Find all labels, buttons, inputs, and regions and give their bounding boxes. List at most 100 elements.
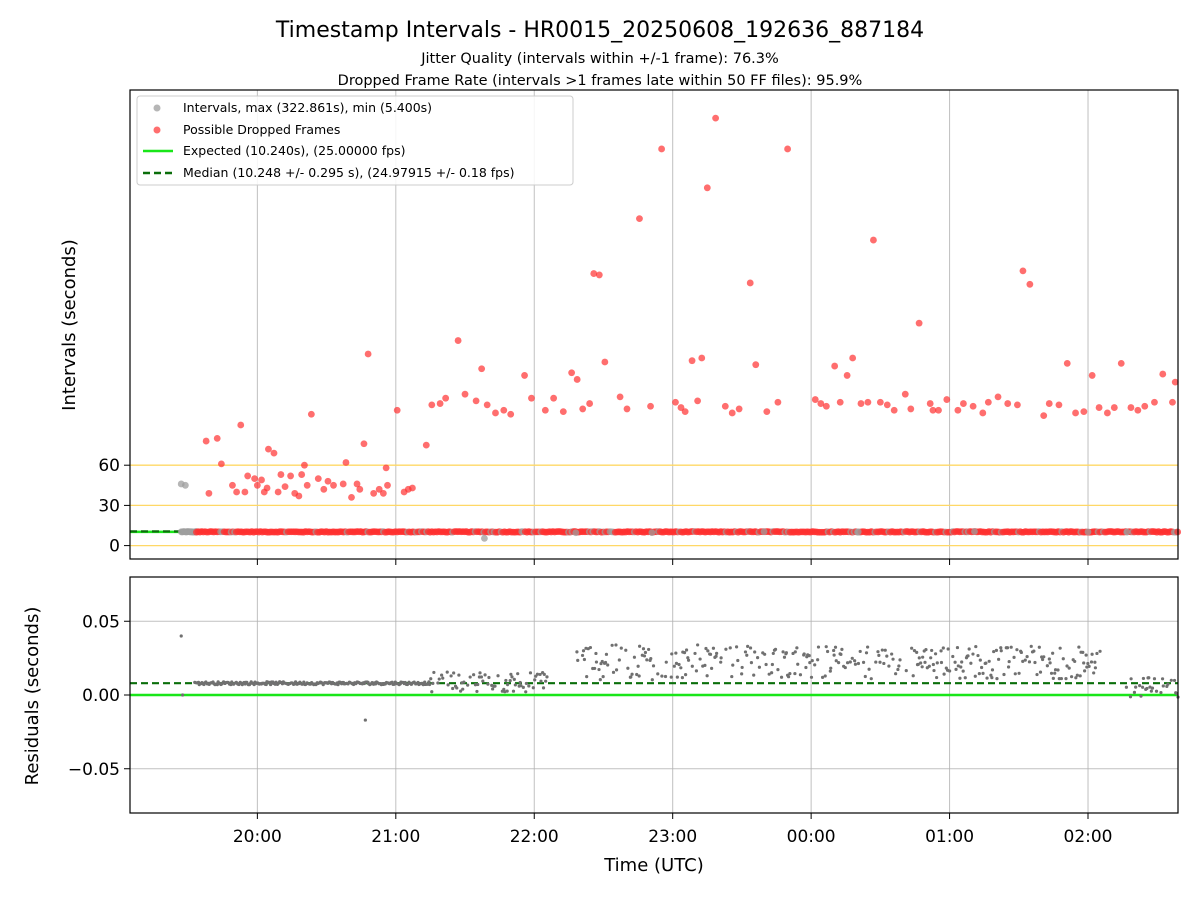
residual-point xyxy=(976,653,980,658)
residual-point xyxy=(1049,671,1054,675)
residual-point xyxy=(719,660,723,664)
residual-point xyxy=(674,651,678,655)
residual-point xyxy=(693,651,697,656)
x-tick-label: 02:00 xyxy=(1064,827,1113,847)
residual-point xyxy=(598,678,602,682)
residual-point xyxy=(504,678,508,683)
residual-point xyxy=(462,680,466,684)
dropped-frame-point xyxy=(849,354,857,362)
dropped-frame-point xyxy=(935,406,942,414)
dropped-frame-point xyxy=(601,358,609,366)
residual-point xyxy=(544,679,548,683)
residual-point xyxy=(1160,677,1165,681)
dropped-frame-point xyxy=(735,405,743,413)
residual-point xyxy=(600,659,604,664)
residual-point xyxy=(887,664,891,668)
dropped-frame-point xyxy=(492,409,499,417)
residual-point xyxy=(1013,672,1017,676)
residual-point xyxy=(690,664,694,668)
residual-point xyxy=(511,689,516,693)
residual-point xyxy=(264,682,268,687)
residual-point xyxy=(1035,672,1039,677)
residual-point xyxy=(833,645,838,649)
dropped-frame-point xyxy=(688,357,696,365)
dropped-frame-point xyxy=(265,445,272,453)
residual-point xyxy=(917,656,921,660)
residual-point xyxy=(1132,690,1137,694)
residual-point xyxy=(1048,661,1052,665)
residual-point xyxy=(990,668,995,672)
dropped-frame-point xyxy=(472,397,480,405)
residual-point xyxy=(593,666,597,671)
residual-point xyxy=(832,653,836,657)
residual-point xyxy=(528,671,533,675)
dropped-frame-point xyxy=(384,481,391,489)
residual-point xyxy=(848,660,852,664)
residual-point xyxy=(955,645,960,650)
residual-point xyxy=(649,656,653,661)
dropped-frame-point xyxy=(353,480,361,488)
dropped-frame-point xyxy=(831,362,839,370)
dropped-frame-point xyxy=(253,481,261,489)
dropped-frame-point xyxy=(1169,398,1176,406)
residual-point xyxy=(1019,650,1023,655)
legend-marker-dropped xyxy=(153,126,161,134)
residual-point xyxy=(1069,675,1074,679)
residual-point xyxy=(635,672,639,677)
residual-point xyxy=(921,655,925,659)
dropped-frame-point xyxy=(303,481,311,489)
residual-point xyxy=(880,648,884,652)
residual-point xyxy=(440,673,444,677)
residual-point xyxy=(1059,676,1063,681)
residual-point xyxy=(461,687,465,691)
residual-point xyxy=(771,651,775,656)
residual-point xyxy=(1012,655,1016,659)
residual-point xyxy=(606,663,610,667)
residual-point xyxy=(638,644,642,648)
dropped-frame-point xyxy=(1004,400,1012,407)
y-tick-label: 0.00 xyxy=(82,686,120,706)
residual-point xyxy=(990,675,994,680)
x-tick-label: 00:00 xyxy=(787,827,836,847)
residual-point xyxy=(601,675,605,679)
dropped-frame-point xyxy=(1103,409,1111,417)
residual-point xyxy=(980,665,984,670)
dropped-frame-point xyxy=(672,398,679,406)
residual-point xyxy=(597,667,601,672)
y-tick-label: 0.05 xyxy=(82,612,120,632)
residual-point xyxy=(475,689,479,694)
residual-point xyxy=(824,645,828,649)
interval-point xyxy=(760,528,768,536)
residual-point xyxy=(977,672,981,676)
residual-point xyxy=(1082,661,1086,665)
dropped-frame-point xyxy=(348,493,355,501)
residual-point xyxy=(877,653,881,657)
residual-point xyxy=(1081,650,1085,655)
residual-point xyxy=(614,668,619,672)
dropped-frame-point xyxy=(774,398,782,406)
dropped-frame-point xyxy=(339,480,347,488)
residual-point xyxy=(994,648,999,652)
residuals-y-ticks: −0.05 0.00 0.05 xyxy=(68,612,130,780)
residual-point xyxy=(813,663,817,667)
dropped-frame-point xyxy=(229,481,236,489)
residual-point xyxy=(576,658,580,662)
dropped-frame-point xyxy=(1141,402,1149,410)
residual-point xyxy=(505,689,509,693)
legend-label-expected: Expected (10.240s), (25.00000 fps) xyxy=(183,143,405,158)
residual-point xyxy=(1009,645,1013,649)
residual-point xyxy=(429,677,433,681)
residual-point xyxy=(427,680,431,684)
residual-point xyxy=(773,647,778,651)
residual-point xyxy=(427,682,432,687)
dropped-frame-point xyxy=(926,400,934,407)
residual-point xyxy=(999,649,1003,653)
residual-point xyxy=(617,658,621,662)
residual-point xyxy=(629,675,633,679)
dropped-frame-point xyxy=(836,398,844,406)
residual-point xyxy=(585,675,589,679)
x-tick-label: 22:00 xyxy=(510,827,559,847)
residual-point xyxy=(882,661,886,666)
residual-point xyxy=(781,650,785,654)
residual-point xyxy=(730,674,734,679)
